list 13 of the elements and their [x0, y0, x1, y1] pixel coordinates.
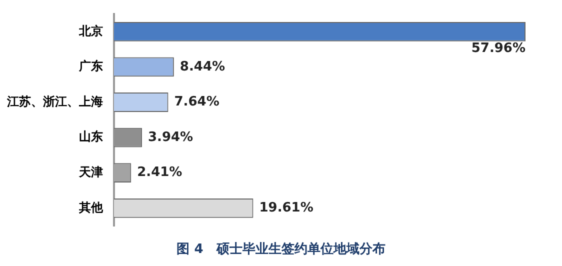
data-label: 57.96% — [471, 41, 526, 56]
y-tick-label: 广东 — [78, 59, 103, 74]
data-label: 2.41% — [137, 165, 182, 180]
y-tick-label: 江苏、浙江、上海 — [6, 94, 103, 108]
data-label: 19.61% — [259, 200, 314, 216]
data-label: 8.44% — [180, 59, 226, 74]
y-tick-label: 其他 — [78, 200, 104, 214]
y-tick-label: 北京 — [78, 24, 103, 38]
text: 图 4 硕士毕业生签约单位地域分布 — [176, 241, 386, 258]
y-tick-label: 山东 — [79, 130, 103, 144]
data-label: 3.94% — [148, 130, 194, 145]
data-label: 7.64% — [174, 94, 220, 110]
y-tick-label: 天津 — [78, 164, 103, 179]
